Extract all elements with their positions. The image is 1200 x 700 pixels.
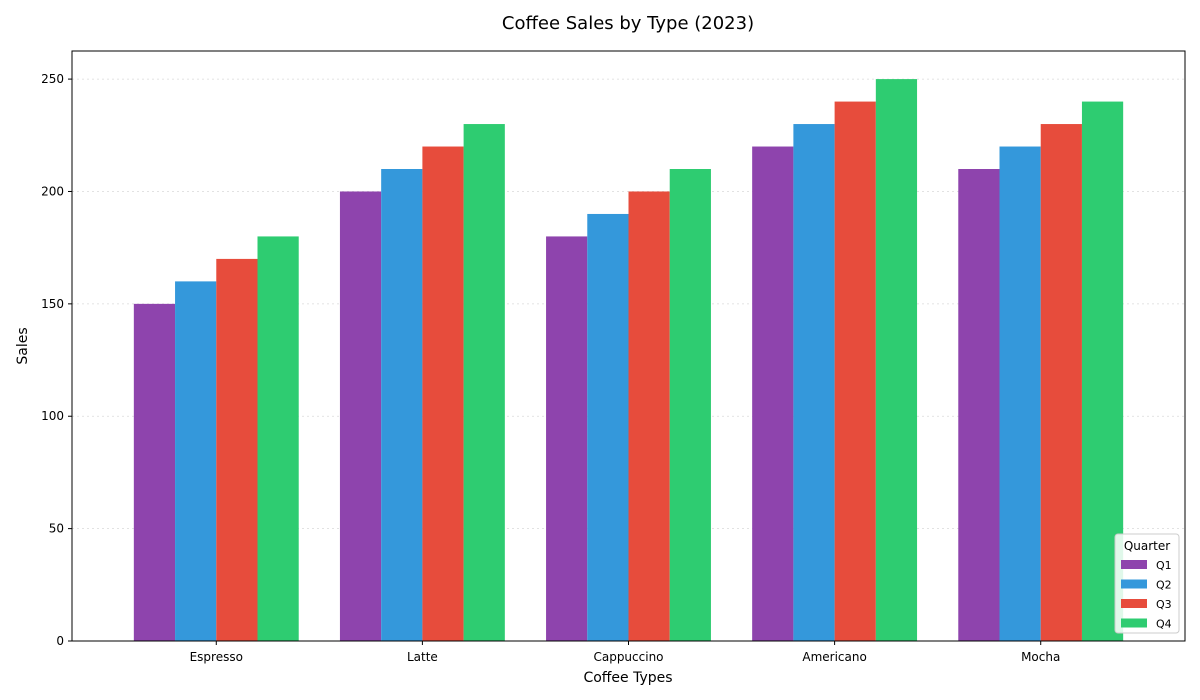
y-tick-label: 250	[41, 72, 64, 86]
x-tick-label: Cappuccino	[593, 650, 663, 664]
bar-latte-q4	[463, 124, 505, 642]
bar-mocha-q3	[1040, 124, 1082, 642]
y-tick-label: 150	[41, 297, 64, 311]
bar-latte-q2	[381, 169, 423, 641]
legend-label-q3: Q3	[1156, 598, 1172, 611]
bar-cappuccino-q4	[669, 169, 711, 641]
legend-label-q1: Q1	[1156, 559, 1172, 572]
legend-items: Q1 Q2 Q3 Q4	[1121, 559, 1172, 631]
legend-title: Quarter	[1124, 539, 1170, 553]
bar-espresso-q3	[216, 258, 258, 641]
legend: Quarter Q1 Q2 Q3 Q4	[1114, 533, 1180, 634]
bar-espresso-q4	[257, 236, 299, 641]
y-tick-label: 50	[49, 522, 64, 536]
bar-espresso-q2	[175, 281, 217, 641]
chart-title: Coffee Sales by Type (2023)	[502, 13, 754, 34]
bars	[133, 79, 1124, 642]
y-axis-label: Sales	[15, 327, 31, 364]
legend-swatch-q2	[1121, 579, 1147, 589]
bar-espresso-q1	[133, 303, 176, 641]
x-tick-label: Latte	[407, 650, 438, 664]
bar-americano-q4	[875, 79, 918, 642]
bar-mocha-q2	[999, 146, 1041, 641]
y-tick-label: 200	[41, 184, 64, 198]
bar-americano-q2	[793, 124, 835, 642]
y-tick-label: 100	[41, 409, 64, 423]
bar-americano-q1	[752, 146, 794, 641]
bar-cappuccino-q1	[546, 236, 588, 641]
legend-swatch-q3	[1121, 599, 1147, 608]
x-tick-label: Americano	[802, 650, 866, 664]
legend-label-q2: Q2	[1156, 579, 1172, 592]
legend-swatch-q1	[1121, 560, 1147, 569]
bar-cappuccino-q2	[587, 213, 629, 641]
bar-cappuccino-q3	[628, 191, 670, 641]
bar-americano-q3	[834, 101, 876, 642]
x-tick-label: Espresso	[190, 650, 243, 664]
bar-latte-q3	[422, 146, 464, 641]
x-axis-label: Coffee Types	[583, 670, 672, 686]
legend-swatch-q4	[1121, 618, 1147, 628]
x-tick-label: Mocha	[1021, 650, 1060, 664]
y-tick-label: 0	[56, 634, 64, 648]
axes: 0 50 100 150 200 250 Espresso Latte Cappuccino Am…	[41, 50, 1186, 664]
bar-latte-q1	[339, 191, 382, 641]
legend-label-q4: Q4	[1156, 618, 1172, 631]
bar-mocha-q1	[958, 169, 1000, 641]
